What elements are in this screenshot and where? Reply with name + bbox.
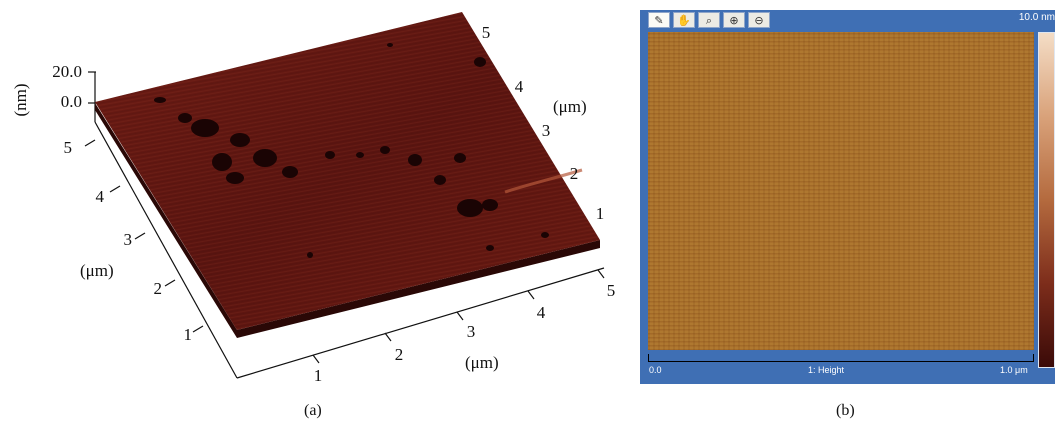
left-tick-label: 2 — [154, 279, 163, 298]
panel-b-caption: (b) — [836, 402, 855, 419]
zoom-out-button[interactable]: ⊖ — [748, 12, 770, 28]
axis-frame — [88, 71, 605, 379]
scale-bar — [648, 354, 1034, 362]
z-tick-label: 0.0 — [61, 92, 82, 111]
surface-texture — [95, 12, 600, 330]
color-scale-max-label: 10.0 nm — [1018, 12, 1055, 23]
afm-3d-plot: (nm) 20.0 0.0 5 4 3 2 1 (μm) 1 2 3 4 5 (… — [11, 12, 616, 385]
left-tick-label: 4 — [96, 187, 105, 206]
left-axis-ticks — [84, 139, 204, 333]
afm-viewer-window: ✎ ✋ ⌕ ⊕ ⊖ 10.0 nm 0.0 1: Height 1.0 μm — [640, 10, 1055, 384]
scale-right-label: 1.0 μm — [1000, 365, 1028, 375]
bottom-tick-label: 2 — [395, 345, 404, 364]
ruler-button[interactable]: ✎ — [648, 12, 670, 28]
ruler-icon: ✎ — [654, 13, 664, 27]
right-tick-label: 4 — [515, 77, 524, 96]
channel-label: 1: Height — [808, 365, 845, 375]
bottom-tick-label: 3 — [467, 322, 476, 341]
bottom-tick-label: 5 — [607, 281, 616, 300]
left-axis-label: (μm) — [80, 261, 114, 280]
right-tick-label: 5 — [482, 23, 491, 42]
left-tick-label: 5 — [64, 138, 73, 157]
surface-ridge — [504, 168, 583, 194]
afm-3d-surface-panel: (nm) 20.0 0.0 5 4 3 2 1 (μm) 1 2 3 4 5 (… — [11, 12, 616, 419]
height-image[interactable] — [648, 32, 1034, 350]
scale-left-label: 0.0 — [649, 365, 662, 375]
left-tick-label: 1 — [184, 325, 193, 344]
z-tick-label: 20.0 — [52, 62, 82, 81]
bottom-axis-ticks — [312, 269, 605, 364]
bottom-tick-label: 1 — [314, 366, 323, 385]
right-tick-label: 3 — [542, 121, 551, 140]
bottom-axis-label: (μm) — [465, 353, 499, 372]
pan-hand-button[interactable]: ✋ — [673, 12, 695, 28]
panel-a-caption: (a) — [304, 402, 322, 419]
viewer-toolbar: ✎ ✋ ⌕ ⊕ ⊖ — [648, 12, 770, 30]
surface-side — [95, 103, 600, 338]
right-tick-label: 2 — [570, 164, 579, 183]
pan-hand-icon: ✋ — [677, 13, 691, 27]
zoom-magnifier-icon: ⌕ — [705, 13, 713, 27]
color-scale-bar — [1038, 32, 1055, 368]
zoom-in-button[interactable]: ⊕ — [723, 12, 745, 28]
zoom-magnifier-button[interactable]: ⌕ — [698, 12, 720, 28]
right-axis-label: (μm) — [553, 97, 587, 116]
left-tick-label: 3 — [124, 230, 133, 249]
zoom-out-icon: ⊖ — [754, 13, 764, 27]
surface-pits — [154, 43, 549, 258]
right-tick-label: 1 — [596, 204, 605, 223]
zoom-in-icon: ⊕ — [729, 13, 739, 27]
z-axis-label: (nm) — [11, 83, 30, 116]
bottom-tick-label: 4 — [537, 303, 546, 322]
